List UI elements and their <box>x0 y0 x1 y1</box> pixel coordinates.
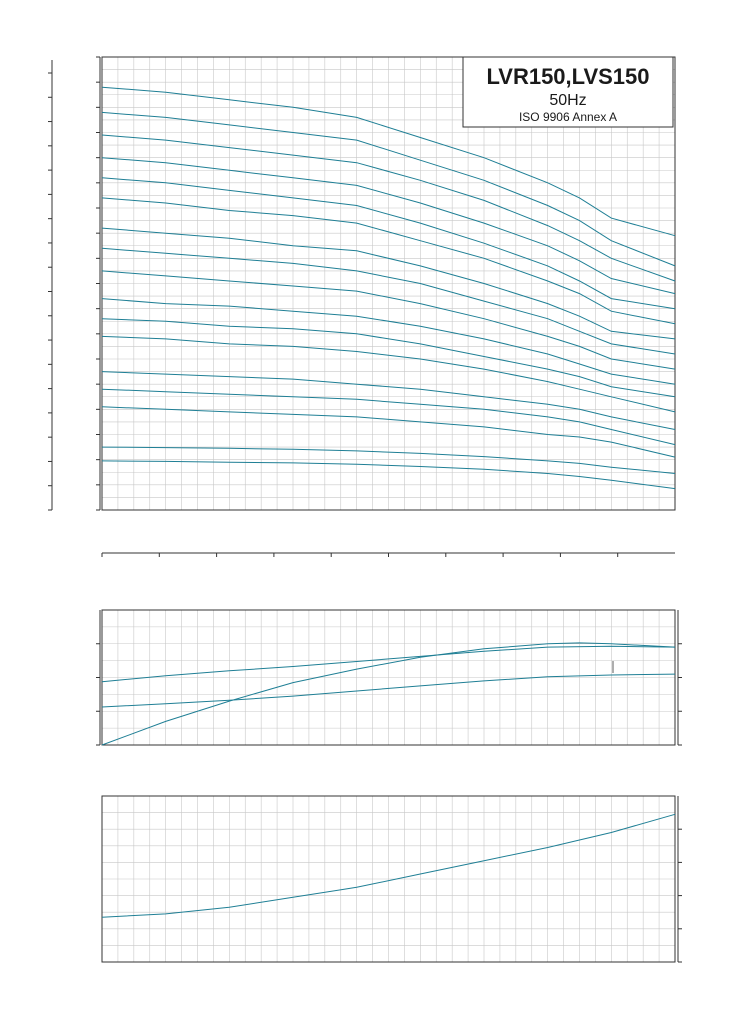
chart-standard: ISO 9906 Annex A <box>519 110 617 124</box>
power-curve <box>101 645 676 683</box>
head-curve <box>101 335 676 413</box>
head-curve <box>101 371 676 430</box>
power-efficiency-chart <box>96 609 682 746</box>
title-box: LVR150,LVS150 50Hz ISO 9906 Annex A <box>462 56 674 128</box>
head-curve <box>101 247 676 355</box>
head-curve <box>101 86 676 237</box>
head-curve <box>101 460 676 490</box>
head-curve <box>101 197 676 325</box>
head-curve <box>101 157 676 295</box>
head-curve <box>101 111 676 267</box>
head-curve <box>101 446 676 474</box>
plot-frame <box>101 609 676 746</box>
power-curve <box>101 642 676 746</box>
chart-frequency: 50Hz <box>549 92 586 109</box>
chart-title: LVR150,LVS150 <box>486 64 649 89</box>
power-curve <box>101 673 676 708</box>
head-curve <box>101 270 676 370</box>
head-curve <box>101 227 676 340</box>
npsh-chart <box>101 795 682 963</box>
head-curve <box>101 134 676 282</box>
head-curve <box>101 388 676 446</box>
head-chart <box>48 56 676 557</box>
head-curve <box>101 177 676 310</box>
npsh-curve <box>101 813 676 918</box>
plot-frame <box>101 795 676 963</box>
plot-frame <box>101 56 676 511</box>
head-curve <box>101 298 676 385</box>
head-curve <box>101 406 676 458</box>
head-curve <box>101 318 676 398</box>
